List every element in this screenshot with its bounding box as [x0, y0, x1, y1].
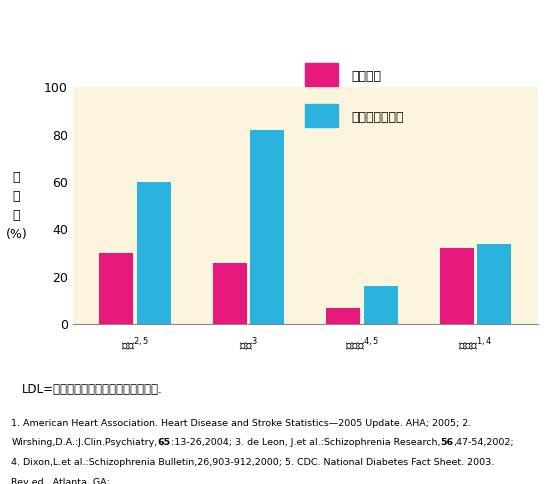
- Text: 65: 65: [157, 439, 171, 448]
- Bar: [326, 308, 360, 324]
- Text: LDL=低密度リポ蛋白質コレステロール.: LDL=低密度リポ蛋白質コレステロール.: [22, 383, 163, 396]
- Text: Rev ed.  Atlanta, GA;: Rev ed. Atlanta, GA;: [11, 478, 110, 484]
- Text: 統合失調症患者における 心血管疾患リスク因子の相対的発生率: 統合失調症患者における 心血管疾患リスク因子の相対的発生率: [142, 13, 418, 28]
- Text: 56: 56: [440, 439, 453, 448]
- Text: :13-26,2004; 3. de Leon, J.et al.:Schizophrenia Research,: :13-26,2004; 3. de Leon, J.et al.:Schizo…: [171, 439, 440, 448]
- Bar: [100, 253, 133, 324]
- Text: 1. American Heart Association. Heart Disease and Stroke Statistics—2005 Update. : 1. American Heart Association. Heart Dis…: [11, 419, 472, 427]
- Text: 4. Dixon,L.et al.:Schizophrenia Bulletin,26,903-912,2000; 5. CDC. National Diabe: 4. Dixon,L.et al.:Schizophrenia Bulletin…: [11, 458, 494, 468]
- Bar: [213, 263, 247, 324]
- Text: Wirshing,D.A.:J.Clin.Psychiatry,: Wirshing,D.A.:J.Clin.Psychiatry,: [11, 439, 157, 448]
- Text: 一般人口: 一般人口: [352, 70, 382, 83]
- Text: ,47-54,2002;: ,47-54,2002;: [453, 439, 514, 448]
- Bar: [477, 243, 511, 324]
- Y-axis label: 発
生
率
(%): 発 生 率 (%): [6, 171, 27, 241]
- Text: 統合失調症患者: 統合失調症患者: [352, 111, 404, 124]
- Bar: [137, 182, 171, 324]
- Bar: [250, 130, 284, 324]
- Bar: [440, 248, 474, 324]
- Bar: [363, 287, 398, 324]
- Bar: [305, 104, 338, 127]
- Bar: [305, 63, 338, 86]
